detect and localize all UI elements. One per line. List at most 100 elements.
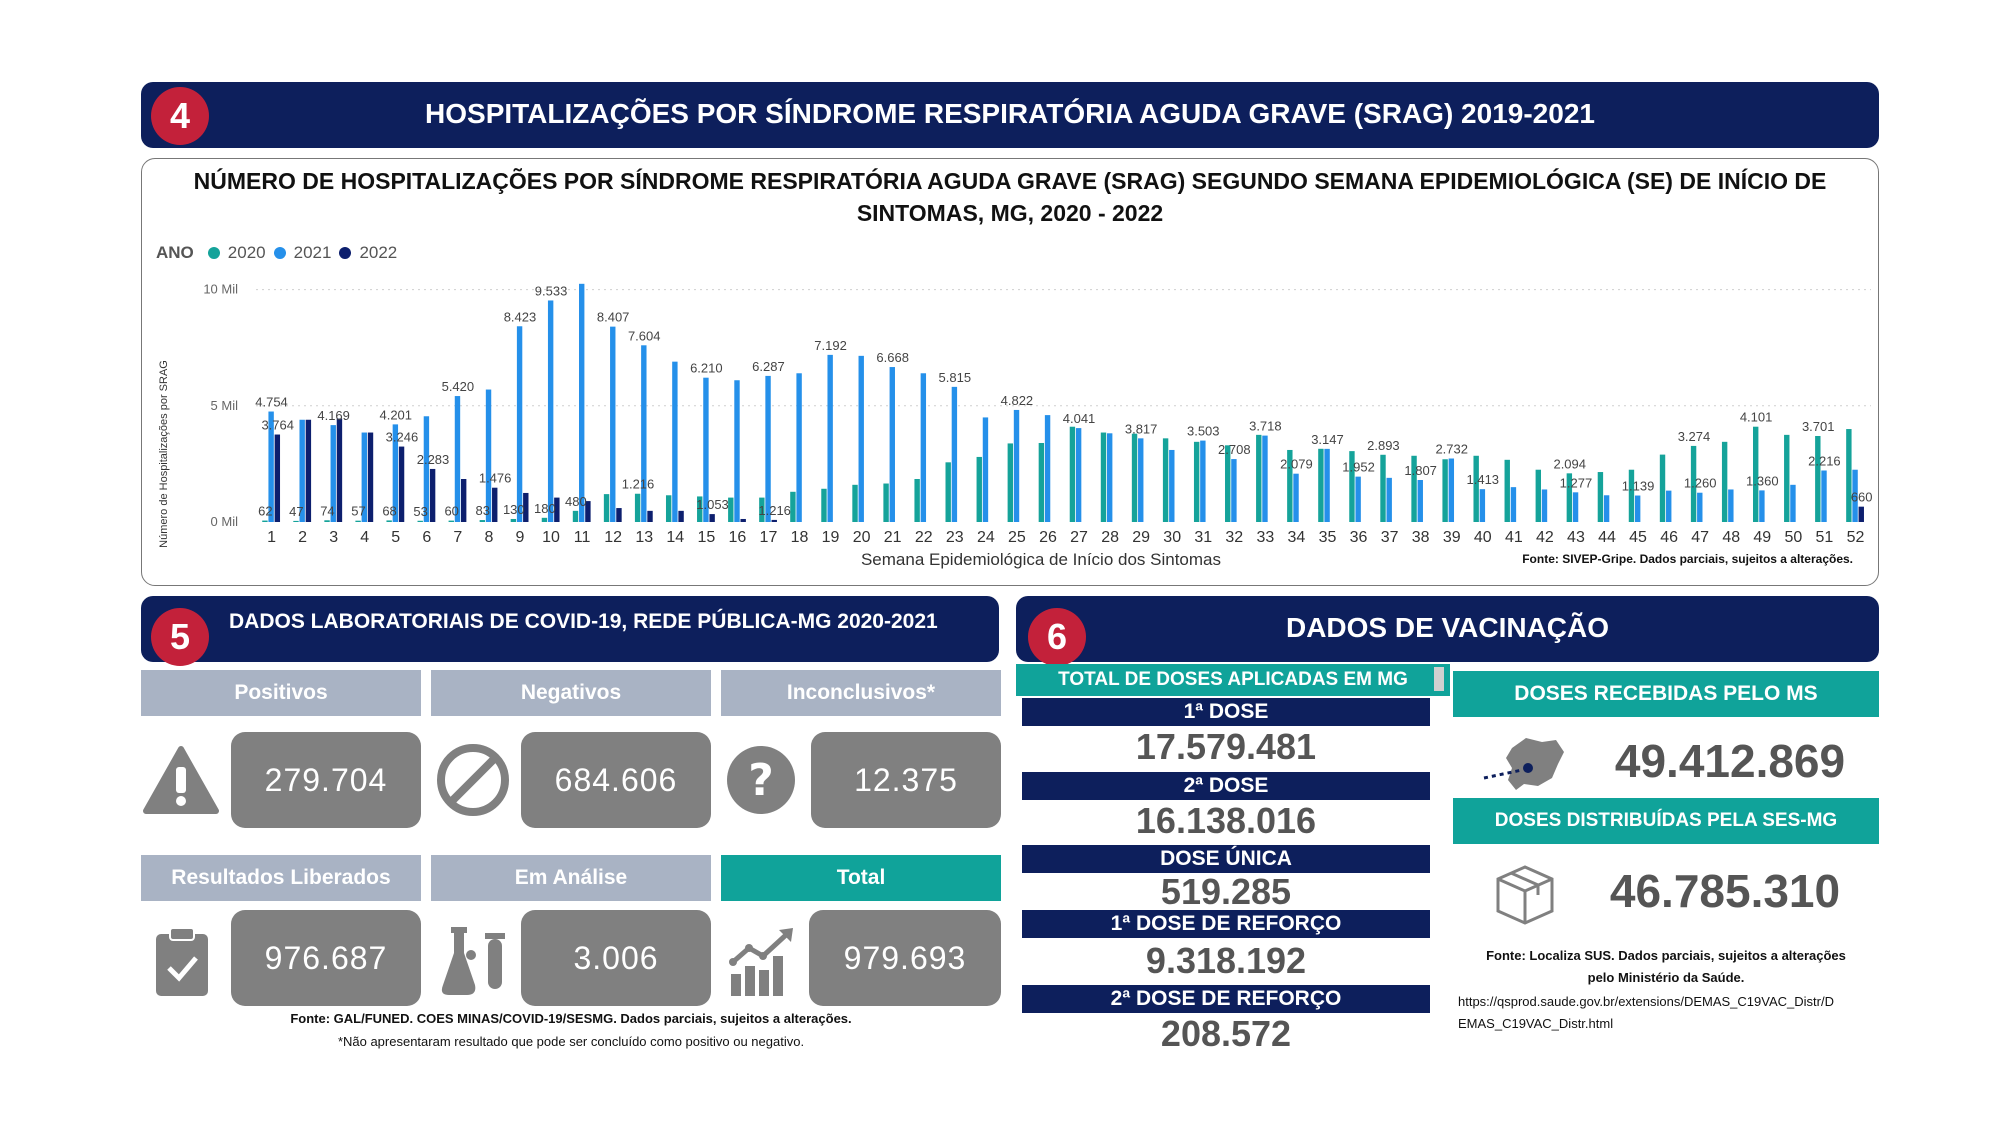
bar-2021-se38 bbox=[1417, 480, 1423, 522]
received-header: DOSES RECEBIDAS PELO MS bbox=[1453, 671, 1879, 717]
y-axis-label: Número de Hospitalizações por SRAG bbox=[158, 360, 170, 548]
reforco1-value: 9.318.192 bbox=[1145, 940, 1307, 981]
data-label: 1.277 bbox=[1560, 475, 1593, 490]
bar-2021-se47 bbox=[1697, 492, 1703, 522]
x-tick-label: 7 bbox=[453, 529, 462, 546]
bar-2020-se9 bbox=[510, 518, 517, 522]
bar-2020-se15 bbox=[697, 496, 703, 522]
bar-2020-se22 bbox=[914, 479, 920, 522]
y-tick-label: 10 Mil bbox=[203, 282, 238, 297]
data-label: 660 bbox=[1851, 490, 1873, 505]
bar-2020-se36 bbox=[1349, 451, 1355, 522]
x-tick-label: 18 bbox=[791, 529, 809, 546]
x-tick-label: 45 bbox=[1629, 529, 1647, 546]
bar-2022-se16 bbox=[740, 518, 746, 522]
data-label: 6.210 bbox=[690, 361, 723, 376]
x-tick-label: 40 bbox=[1474, 529, 1492, 546]
bar-2021-se51 bbox=[1821, 470, 1827, 522]
data-label: 2.079 bbox=[1280, 457, 1313, 472]
bar-2021-se43 bbox=[1572, 492, 1579, 522]
x-tick-label: 25 bbox=[1008, 529, 1026, 546]
data-label: 8.423 bbox=[504, 309, 537, 324]
section6-url-line2[interactable]: EMAS_C19VAC_Distr.html bbox=[1458, 1016, 1614, 1031]
chart-legend[interactable]: ANO 2020 2021 2022 bbox=[156, 243, 397, 263]
x-tick-label: 39 bbox=[1443, 529, 1461, 546]
section4-header: 4 HOSPITALIZAÇÕES POR SÍNDROME RESPIRATÓ… bbox=[141, 82, 1879, 148]
x-tick-label: 48 bbox=[1722, 529, 1740, 546]
bar-2020-se4 bbox=[355, 520, 361, 522]
data-label: 1.053 bbox=[696, 497, 729, 512]
x-tick-label: 33 bbox=[1256, 529, 1274, 546]
data-label: 62 bbox=[258, 504, 272, 519]
bar-2021-se30 bbox=[1169, 449, 1175, 522]
data-label: 1.807 bbox=[1404, 463, 1437, 478]
bar-2022-se3 bbox=[336, 418, 343, 522]
data-label: 3.817 bbox=[1125, 421, 1158, 436]
bar-2020-se40 bbox=[1473, 455, 1479, 522]
bar-2020-se34 bbox=[1287, 449, 1293, 522]
bar-2021-se31 bbox=[1200, 440, 1206, 522]
bar-2021-se29 bbox=[1138, 438, 1144, 522]
bar-2020-se27 bbox=[1069, 426, 1076, 522]
section6-header: 6 DADOS DE VACINAÇÃO bbox=[1016, 596, 1879, 666]
legend-dot-2022 bbox=[339, 247, 352, 259]
total-label: Total bbox=[721, 855, 1001, 901]
bar-2020-se38 bbox=[1411, 455, 1417, 522]
x-tick-label: 8 bbox=[484, 529, 493, 546]
x-tick-label: 21 bbox=[884, 529, 902, 546]
bar-2021-se24 bbox=[982, 417, 989, 522]
bar-2021-se12 bbox=[610, 326, 616, 522]
section5-title: DADOS LABORATORIAIS DE COVID-19, REDE PÚ… bbox=[229, 610, 938, 633]
bar-2020-se13 bbox=[634, 493, 641, 522]
bar-2020-se42 bbox=[1535, 469, 1541, 522]
bar-2020-se51 bbox=[1815, 435, 1821, 522]
data-label: 1.216 bbox=[758, 503, 791, 518]
bar-2020-se33 bbox=[1256, 434, 1262, 522]
data-label: 1.139 bbox=[1622, 479, 1655, 494]
bar-2020-se46 bbox=[1659, 454, 1666, 522]
x-tick-label: 1 bbox=[267, 529, 276, 546]
bar-2020-se43 bbox=[1566, 473, 1573, 522]
growth-chart-icon bbox=[724, 922, 800, 1002]
bar-2020-se14 bbox=[665, 495, 672, 522]
data-label: 2.893 bbox=[1367, 438, 1400, 453]
bar-2020-se50 bbox=[1784, 434, 1790, 522]
data-label: 8.407 bbox=[597, 310, 630, 325]
section6-url-line1[interactable]: https://qsprod.saude.gov.br/extensions/D… bbox=[1458, 994, 1834, 1009]
bar-2022-se15 bbox=[709, 514, 715, 522]
bar-2021-se27 bbox=[1075, 428, 1082, 522]
data-label: 2.216 bbox=[1808, 454, 1841, 469]
bar-2021-se25 bbox=[1013, 409, 1020, 522]
data-label: 5.815 bbox=[939, 370, 972, 385]
bar-2022-se6 bbox=[429, 468, 436, 522]
x-tick-label: 52 bbox=[1847, 529, 1865, 546]
positivos-label: Positivos bbox=[141, 670, 421, 716]
bar-2020-se23 bbox=[945, 462, 951, 522]
legend-label-2022: 2022 bbox=[359, 243, 398, 262]
x-tick-label: 50 bbox=[1784, 529, 1802, 546]
x-tick-label: 41 bbox=[1505, 529, 1523, 546]
data-label: 4.754 bbox=[255, 395, 288, 410]
bar-2020-se39 bbox=[1442, 459, 1448, 522]
x-tick-label: 22 bbox=[915, 529, 933, 546]
data-label: 1.476 bbox=[479, 471, 512, 486]
y-tick-label: 5 Mil bbox=[211, 398, 239, 413]
bar-2020-se5 bbox=[386, 520, 392, 522]
prohibited-icon bbox=[431, 740, 515, 820]
x-tick-label: 42 bbox=[1536, 529, 1554, 546]
bar-2021-se36 bbox=[1355, 476, 1361, 522]
bar-2021-se45 bbox=[1634, 495, 1641, 522]
total-doses-scroll-handle[interactable] bbox=[1434, 667, 1444, 691]
x-tick-label: 13 bbox=[635, 529, 653, 546]
x-tick-label: 10 bbox=[542, 529, 560, 546]
bar-2020-se8 bbox=[479, 520, 486, 522]
x-tick-label: 20 bbox=[853, 529, 871, 546]
x-tick-label: 37 bbox=[1381, 529, 1399, 546]
data-label: 4.041 bbox=[1063, 411, 1096, 426]
reforco2-header: 2ª DOSE DE REFORÇO bbox=[1022, 985, 1430, 1013]
bar-2020-se35 bbox=[1318, 448, 1324, 522]
em-analise-label: Em Análise bbox=[431, 855, 711, 901]
total-doses-header: TOTAL DE DOSES APLICADAS EM MG bbox=[1016, 664, 1450, 696]
x-tick-label: 35 bbox=[1319, 529, 1337, 546]
bar-2022-se4 bbox=[367, 432, 374, 522]
